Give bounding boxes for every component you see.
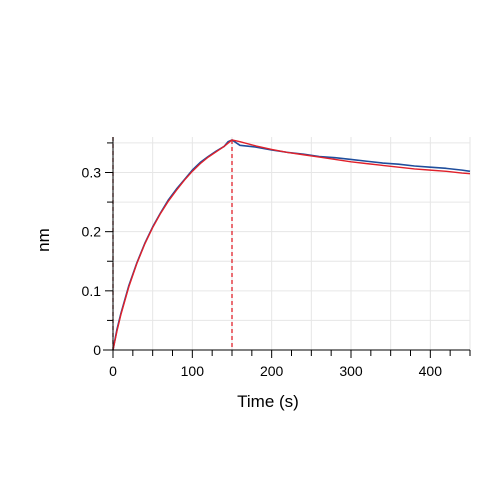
y-tick-label: 0.1 bbox=[82, 283, 102, 299]
grid bbox=[113, 137, 471, 350]
y-tick-label: 0 bbox=[93, 342, 101, 358]
series-lines bbox=[112, 139, 471, 351]
y-axis-ticks: 0 0.1 0.2 0.3 bbox=[82, 142, 113, 358]
y-tick-label: 0.3 bbox=[82, 165, 102, 181]
y-axis-title: nm bbox=[34, 228, 53, 252]
series-line-fit bbox=[112, 139, 471, 351]
x-tick-label: 300 bbox=[339, 363, 363, 379]
series-line-measured bbox=[112, 139, 471, 351]
x-axis-ticks: 0 100 200 300 400 bbox=[109, 350, 471, 379]
y-tick-label: 0.2 bbox=[82, 224, 102, 240]
x-tick-label: 200 bbox=[260, 363, 284, 379]
axes bbox=[103, 137, 470, 358]
x-tick-label: 100 bbox=[181, 363, 205, 379]
x-axis-title: Time (s) bbox=[237, 392, 299, 411]
vertical-markers bbox=[112, 137, 233, 350]
x-tick-label: 400 bbox=[419, 363, 443, 379]
x-tick-label: 0 bbox=[109, 363, 117, 379]
